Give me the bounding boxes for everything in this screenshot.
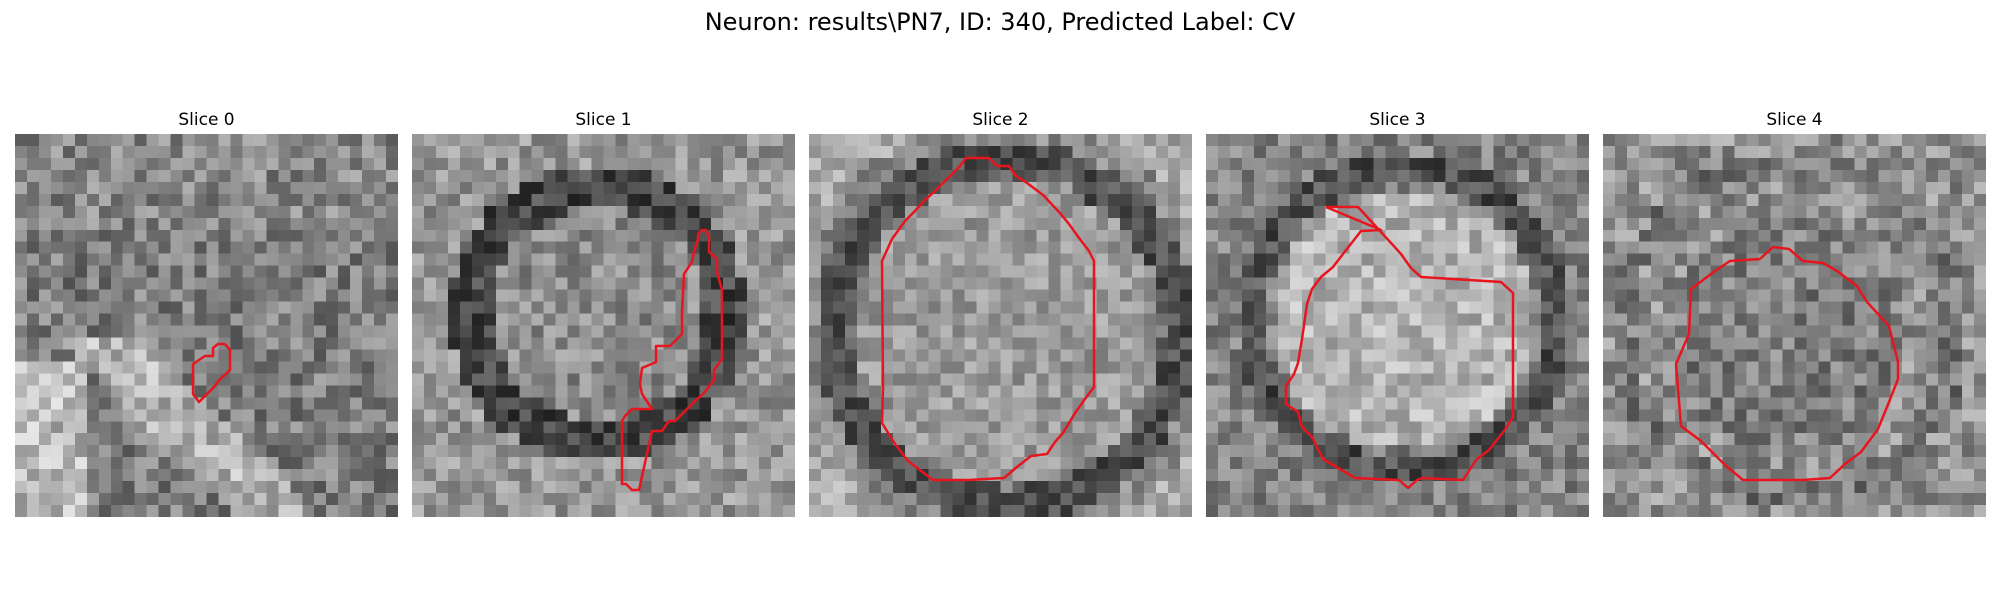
contour-line xyxy=(880,156,1096,482)
contour-line xyxy=(191,342,232,404)
slice-title: Slice 2 xyxy=(972,110,1029,130)
segmentation-contour xyxy=(1674,245,1900,482)
segmentation-contour xyxy=(191,342,232,404)
contour-line xyxy=(1674,245,1900,482)
grayscale-patch xyxy=(15,134,398,517)
contour-line xyxy=(1284,205,1515,490)
figure-title: Neuron: results\PN7, ID: 340, Predicted … xyxy=(704,8,1296,36)
slice-panel-4: Slice 4 xyxy=(1603,108,1986,517)
slice-title: Slice 1 xyxy=(575,110,632,130)
segmentation-contour xyxy=(620,228,724,492)
grayscale-patch xyxy=(809,134,1192,517)
segmentation-contour xyxy=(880,156,1096,482)
grayscale-patch xyxy=(1603,134,1986,517)
slice-image xyxy=(15,134,398,517)
grayscale-patch xyxy=(1206,134,1589,517)
slice-image xyxy=(1603,134,1986,517)
slice-image xyxy=(809,134,1192,517)
segmentation-contour xyxy=(1284,205,1515,490)
slice-title: Slice 3 xyxy=(1369,110,1426,130)
slice-title: Slice 4 xyxy=(1766,110,1823,130)
slice-image xyxy=(412,134,795,517)
grayscale-patch xyxy=(412,134,795,517)
slice-image xyxy=(1206,134,1589,517)
slice-panel-1: Slice 1 xyxy=(412,108,795,517)
slice-panel-0: Slice 0 xyxy=(15,108,398,517)
slice-title: Slice 0 xyxy=(178,110,235,130)
slice-panel-2: Slice 2 xyxy=(809,108,1192,517)
contour-line xyxy=(620,228,724,492)
slice-panel-3: Slice 3 xyxy=(1206,108,1589,517)
